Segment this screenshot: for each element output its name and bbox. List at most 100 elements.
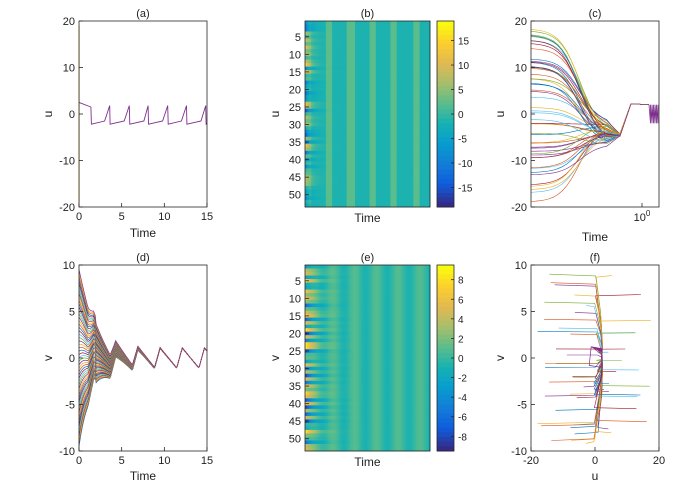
heatmap-cell <box>384 307 387 312</box>
heatmap-cell <box>369 66 373 71</box>
heatmap-cell <box>394 331 398 336</box>
heatmap-cell <box>342 345 345 350</box>
heatmap-cell <box>342 49 345 53</box>
heatmap-cell <box>305 363 308 368</box>
heatmap-cell <box>380 91 383 96</box>
heatmap-cell <box>336 45 339 50</box>
heatmap-cell <box>369 196 373 201</box>
heatmap-cell <box>417 87 420 92</box>
heatmap-cell <box>321 331 325 336</box>
heatmap-cell <box>411 189 414 194</box>
heatmap-cell <box>361 199 364 204</box>
heatmap-cell <box>342 91 345 96</box>
heatmap-cell <box>367 143 370 148</box>
heatmap-cell <box>415 28 418 32</box>
heatmap-cell <box>355 133 358 138</box>
heatmap-cell <box>371 164 375 169</box>
heatmap-cell <box>330 303 333 308</box>
heatmap-cell <box>382 182 385 187</box>
heatmap-cell <box>369 324 373 329</box>
heatmap-cell <box>400 268 404 273</box>
heatmap-cell <box>382 203 385 208</box>
heatmap-cell <box>367 94 370 99</box>
heatmap-cell <box>338 282 341 287</box>
heatmap-cell <box>311 272 314 276</box>
heatmap-cell <box>359 356 362 361</box>
heatmap-cell <box>355 328 358 333</box>
heatmap-cell <box>415 303 418 308</box>
heatmap-cell <box>365 321 368 326</box>
heatmap-cell <box>332 203 335 208</box>
heatmap-cell <box>405 324 408 329</box>
heatmap-cell <box>307 21 310 25</box>
heatmap-cell <box>405 70 408 75</box>
heatmap-cell <box>371 310 375 315</box>
heatmap-cell <box>405 56 408 60</box>
heatmap-cell <box>352 352 356 357</box>
heatmap-cell <box>382 42 385 46</box>
heatmap-cell <box>338 42 341 46</box>
heatmap-cell <box>369 314 373 319</box>
heatmap-cell <box>315 192 318 197</box>
heatmap-cell <box>332 35 335 39</box>
heatmap-cell <box>342 342 345 347</box>
heatmap-cell <box>380 38 383 43</box>
heatmap-cell <box>400 289 404 294</box>
heatmap-cell <box>355 59 358 64</box>
heatmap-cell <box>384 352 387 357</box>
heatmap-cell <box>338 203 341 208</box>
heatmap-cell <box>336 56 339 60</box>
heatmap-cell <box>321 303 325 308</box>
heatmap-cell <box>348 112 352 117</box>
heatmap-cell <box>309 321 312 326</box>
heatmap-cell <box>350 122 354 127</box>
heatmap-cell <box>407 112 410 117</box>
heatmap-cell <box>352 345 356 350</box>
heatmap-cell <box>409 147 412 152</box>
heatmap-cell <box>365 196 368 201</box>
heatmap-cell <box>390 286 393 290</box>
heatmap-cell <box>402 352 406 357</box>
heatmap-cell <box>369 52 373 57</box>
heatmap-cell <box>363 356 366 361</box>
heatmap-cell <box>407 42 410 46</box>
heatmap-cell <box>357 296 360 301</box>
heatmap-cell <box>392 192 395 197</box>
heatmap-cell <box>425 268 429 273</box>
heatmap-cell <box>361 122 364 127</box>
heatmap-cell <box>359 349 362 354</box>
heatmap-cell <box>388 45 391 50</box>
heatmap-cell <box>334 275 337 280</box>
heatmap-cell <box>373 199 377 204</box>
heatmap-cell <box>332 279 335 283</box>
heatmap-cell <box>336 164 339 169</box>
heatmap-cell <box>317 154 320 159</box>
heatmap-cell <box>405 289 408 294</box>
heatmap-cell <box>327 164 331 169</box>
heatmap-cell <box>402 35 406 39</box>
heatmap-cell <box>342 122 345 127</box>
heatmap-cell <box>425 203 429 208</box>
heatmap-cell <box>309 189 312 194</box>
heatmap-cell <box>375 185 379 190</box>
heatmap-cell <box>392 108 395 113</box>
heatmap-cell <box>382 45 385 50</box>
heatmap-cell <box>373 154 377 159</box>
heatmap-cell <box>359 342 362 347</box>
heatmap-cell <box>350 154 354 159</box>
heatmap-cell <box>396 293 400 297</box>
heatmap-cell <box>402 122 406 127</box>
heatmap-cell <box>409 59 412 64</box>
heatmap-cell <box>386 161 389 166</box>
heatmap-cell <box>332 282 335 287</box>
heatmap-cell <box>413 303 416 308</box>
heatmap-cell <box>311 175 314 180</box>
heatmap-cell <box>346 161 350 166</box>
heatmap-cell <box>361 49 364 53</box>
heatmap-cell <box>321 105 325 110</box>
heatmap-cell <box>398 307 402 312</box>
heatmap-cell <box>407 359 410 364</box>
heatmap-cell <box>380 119 383 124</box>
heatmap-cell <box>382 185 385 190</box>
heatmap-cell <box>361 331 364 336</box>
